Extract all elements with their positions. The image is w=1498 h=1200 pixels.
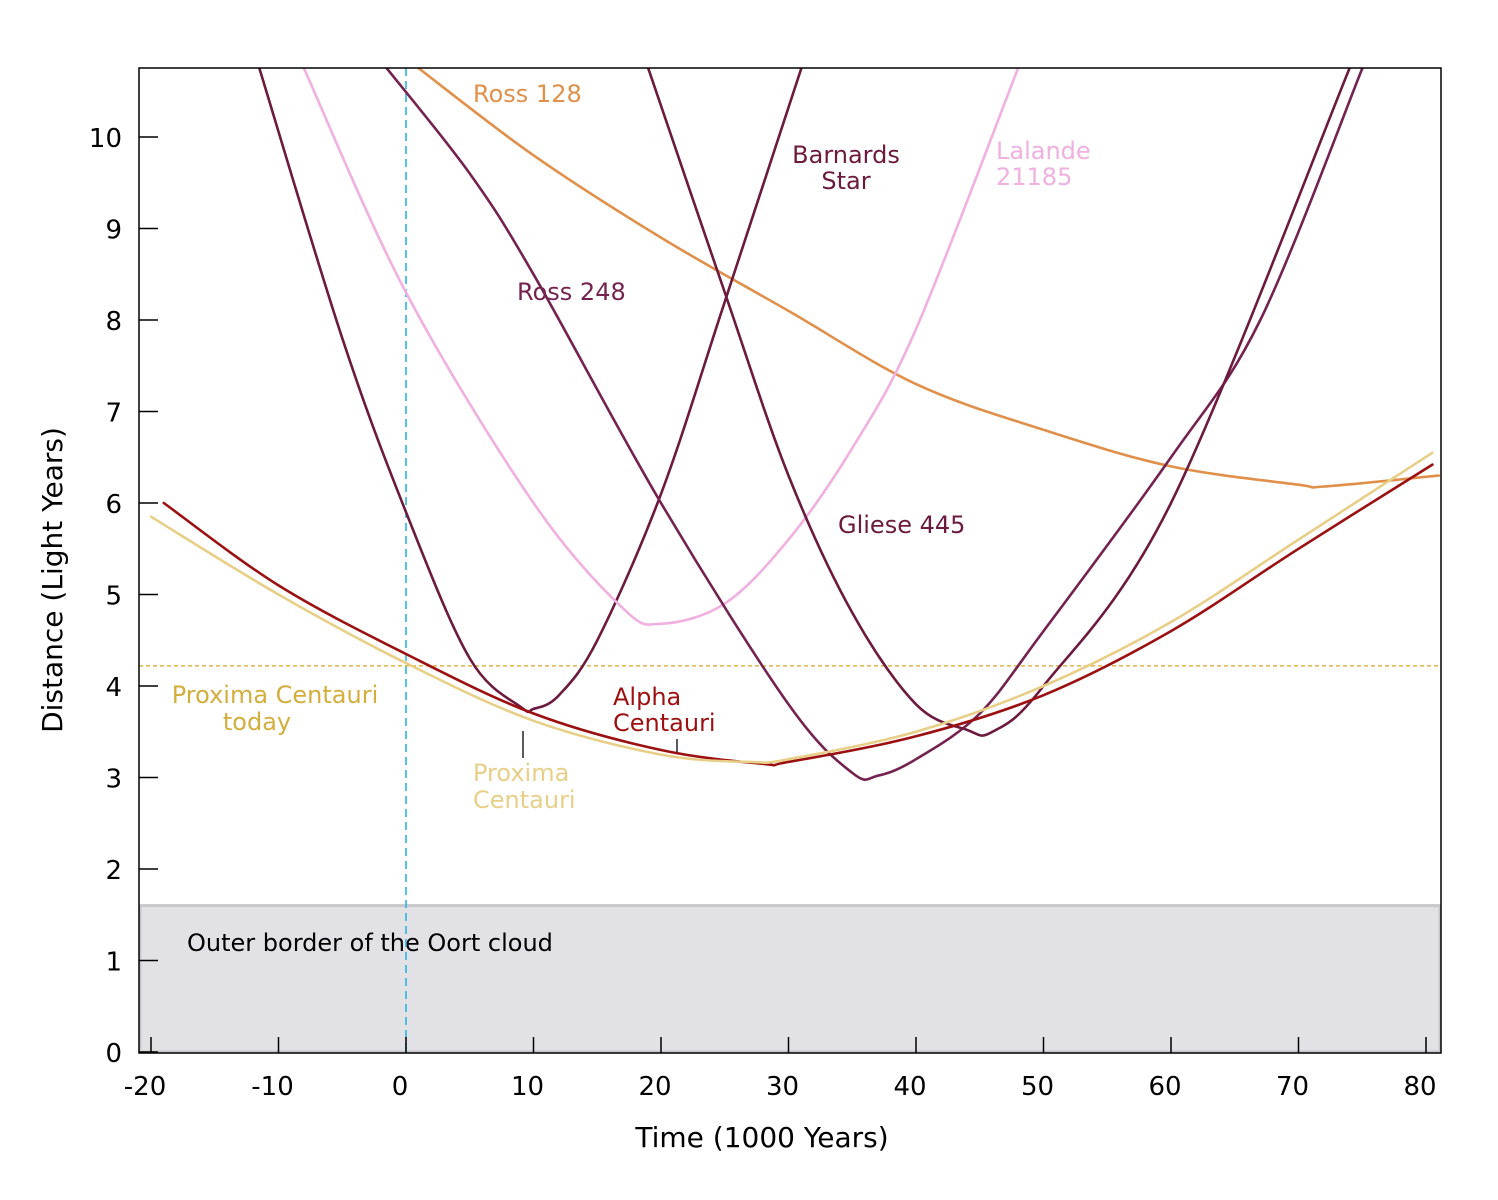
y-tick-label: 10 <box>89 124 122 154</box>
x-tick-label: -20 <box>124 1072 166 1102</box>
series-label-ross-128: Ross 128 <box>473 80 582 108</box>
y-tick-label: 9 <box>105 216 122 246</box>
series-label-line: Proxima <box>473 759 569 787</box>
series-label-barnards-star: Barnards Star <box>792 141 900 195</box>
series-label-proxima-centauri: Proxima Centauri <box>473 759 576 814</box>
series-line-alpha-centauri <box>162 463 1434 767</box>
y-axis-title: Distance (Light Years) <box>36 427 69 733</box>
x-axis-ticks: -20 -10 0 10 20 30 40 50 60 70 80 <box>124 1037 1437 1102</box>
x-tick-label: 30 <box>766 1072 799 1102</box>
y-tick-label: 7 <box>105 399 122 429</box>
series-label-ross-248: Ross 248 <box>517 278 626 306</box>
series-line-barnards-star <box>258 68 803 714</box>
x-tick-label: 0 <box>392 1072 409 1102</box>
series-label-line: Ross 248 <box>517 278 626 306</box>
x-tick-label: 70 <box>1276 1072 1309 1102</box>
x-tick-label: -10 <box>251 1072 293 1102</box>
x-tick-label: 20 <box>638 1072 671 1102</box>
y-tick-label: 2 <box>105 856 122 886</box>
series-label-line: Star <box>821 167 870 195</box>
series-label-line: Centauri <box>613 709 716 737</box>
x-tick-label: 10 <box>511 1072 544 1102</box>
x-tick-label: 60 <box>1148 1072 1181 1102</box>
series-labels: Ross 128 Barnards Star Lalande 21185 Ross 248… <box>172 80 1091 814</box>
series-label-gliese-445: Gliese 445 <box>838 511 965 539</box>
series-label-line: Centauri <box>473 786 576 814</box>
oort-cloud-label: Outer border of the Oort cloud <box>187 929 553 957</box>
y-axis-ticks: 0 1 2 3 4 5 6 7 8 9 10 <box>89 124 158 1069</box>
proxima-centauri-today-label: Proxima Centauri today <box>172 681 379 736</box>
annotation-line: today <box>223 708 291 736</box>
series-label-line: Barnards <box>792 141 900 169</box>
annotation-line: Proxima Centauri <box>172 681 379 709</box>
label-pointers <box>522 731 678 758</box>
y-tick-label: 3 <box>105 765 122 795</box>
series-label-alpha-centauri: Alpha Centauri <box>613 683 716 737</box>
series-line-proxima-centauri <box>149 451 1434 765</box>
series-label-line: 21185 <box>996 163 1072 191</box>
series-line-ross-128 <box>417 68 1441 489</box>
y-tick-label: 1 <box>105 948 122 978</box>
series-label-line: Lalande <box>996 137 1091 165</box>
y-tick-label: 4 <box>105 673 122 703</box>
series-label-line: Ross 128 <box>473 80 582 108</box>
series-line-gliese-445 <box>647 68 1351 737</box>
series-lines <box>149 68 1441 781</box>
x-tick-label: 50 <box>1021 1072 1054 1102</box>
y-tick-label: 8 <box>105 307 122 337</box>
oort-cloud-band <box>138 904 1442 1054</box>
oort-cloud-region <box>138 904 1442 1054</box>
x-axis-title: Time (1000 Years) <box>634 1121 888 1154</box>
series-label-lalande-21185: Lalande 21185 <box>996 137 1091 191</box>
y-tick-label: 5 <box>105 582 122 612</box>
series-line-lalande-21185 <box>302 68 1020 626</box>
y-tick-label: 6 <box>105 490 122 520</box>
plot-frame <box>138 67 1442 1054</box>
x-tick-label: 80 <box>1403 1072 1436 1102</box>
series-label-line: Gliese 445 <box>838 511 965 539</box>
x-tick-label: 40 <box>893 1072 926 1102</box>
series-line-ross-248 <box>385 68 1364 781</box>
y-tick-label: 0 <box>105 1039 122 1069</box>
reference-lines <box>139 68 1441 1053</box>
series-label-line: Alpha <box>613 683 681 711</box>
